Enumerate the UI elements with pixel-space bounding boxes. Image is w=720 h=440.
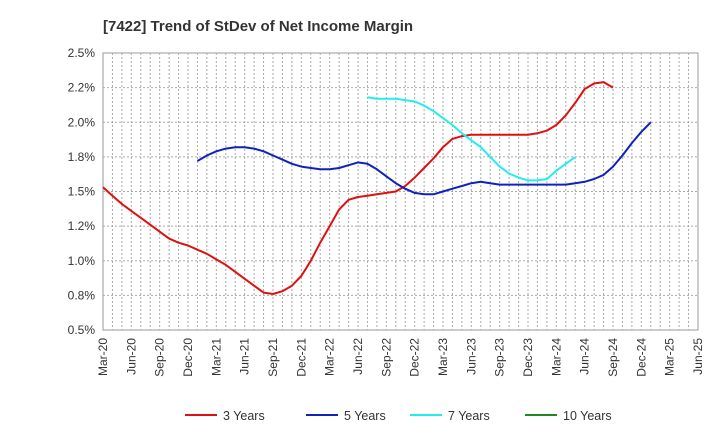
x-axis: Mar-20 Jun-20 Sep-20 Dec-20 Mar-21 Jun-21 Sep-… [96, 338, 705, 377]
x-tick-label: Mar-21 [209, 338, 223, 376]
x-tick-label: Mar-24 [549, 338, 563, 376]
x-tick-label: Sep-20 [153, 338, 167, 377]
x-tick-label: Dec-20 [181, 338, 195, 377]
y-tick-label: 2.0% [68, 115, 96, 129]
x-tick-label: Dec-22 [408, 338, 422, 377]
x-tick-label: Jun-20 [124, 338, 138, 375]
x-tick-label: Jun-24 [578, 338, 592, 375]
x-tick-label: Jun-22 [351, 338, 365, 375]
x-tick-label: Dec-21 [294, 338, 308, 377]
legend-label: 7 Years [448, 409, 490, 423]
y-tick-label: 1.8% [68, 150, 96, 164]
x-tick-label: Mar-22 [323, 338, 337, 376]
x-tick-label: Sep-24 [606, 338, 620, 377]
y-tick-label: 1.2% [68, 219, 96, 233]
x-tick-label: Dec-24 [634, 338, 648, 377]
x-tick-label: Jun-25 [691, 338, 705, 375]
legend-label: 3 Years [223, 409, 265, 423]
y-tick-label: 1.5% [68, 185, 96, 199]
x-tick-label: Dec-23 [521, 338, 535, 377]
legend-label: 10 Years [563, 409, 612, 423]
x-tick-label: Mar-23 [436, 338, 450, 376]
y-tick-label: 0.5% [68, 323, 96, 337]
chart-title: [7422] Trend of StDev of Net Income Marg… [103, 18, 413, 35]
grid [103, 53, 698, 330]
series-lines [102, 81, 652, 295]
legend: 3 Years 5 Years 7 Years 10 Years [185, 409, 612, 423]
y-tick-label: 1.0% [68, 254, 96, 268]
series-line [196, 121, 652, 196]
x-tick-label: Mar-20 [96, 338, 110, 376]
y-tick-label: 0.8% [68, 288, 96, 302]
y-tick-label: 2.5% [68, 46, 96, 60]
x-tick-label: Sep-21 [266, 338, 280, 377]
x-tick-label: Sep-23 [493, 338, 507, 377]
x-tick-label: Jun-23 [464, 338, 478, 375]
y-tick-label: 2.2% [68, 81, 96, 95]
x-tick-label: Sep-22 [379, 338, 393, 377]
series-line [367, 96, 576, 182]
series-line [102, 81, 614, 295]
legend-label: 5 Years [344, 409, 386, 423]
x-tick-label: Jun-21 [238, 338, 252, 375]
x-tick-label: Mar-25 [663, 338, 677, 376]
y-axis: 0.5% 0.8% 1.0% 1.2% 1.5% 1.8% 2.0% 2.2% 2.5% [68, 46, 96, 337]
